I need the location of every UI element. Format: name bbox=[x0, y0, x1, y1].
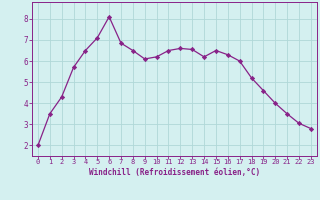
X-axis label: Windchill (Refroidissement éolien,°C): Windchill (Refroidissement éolien,°C) bbox=[89, 168, 260, 177]
